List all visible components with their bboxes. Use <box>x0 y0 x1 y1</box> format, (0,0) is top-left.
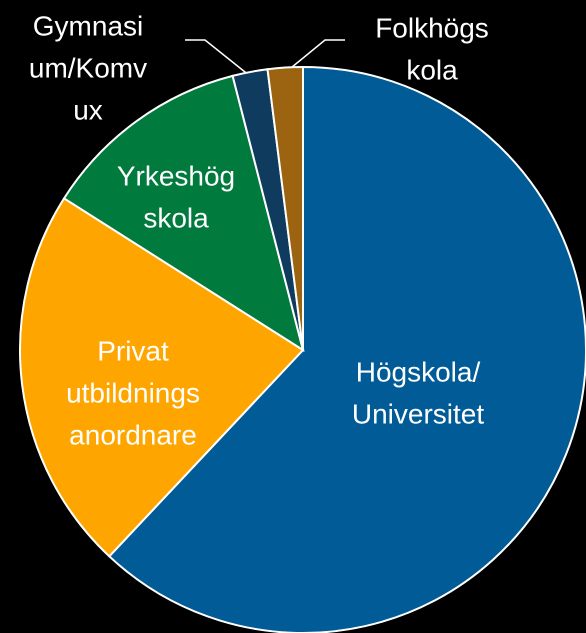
slice-label: Universitet <box>352 398 484 429</box>
slice-label: ux <box>73 94 103 125</box>
slice-label: utbildnings <box>66 377 200 408</box>
slice-label: um/Komv <box>29 52 147 83</box>
pie-slice <box>19 196 305 558</box>
slice-label: anordnare <box>69 419 197 450</box>
leader-line <box>185 39 251 77</box>
leader-line <box>285 39 345 73</box>
pie-slice <box>62 74 305 353</box>
pie-slice <box>266 65 304 351</box>
slice-label: skola <box>143 202 209 233</box>
slice-label: Privat <box>97 335 169 366</box>
slice-label: Gymnasi <box>33 10 143 41</box>
slice-label: kola <box>406 54 458 85</box>
pie-slice <box>107 65 586 633</box>
slice-label: Högskola/ <box>356 356 481 387</box>
slice-label: Yrkeshög <box>117 160 235 191</box>
slice-label: Folkhögs <box>375 12 489 43</box>
